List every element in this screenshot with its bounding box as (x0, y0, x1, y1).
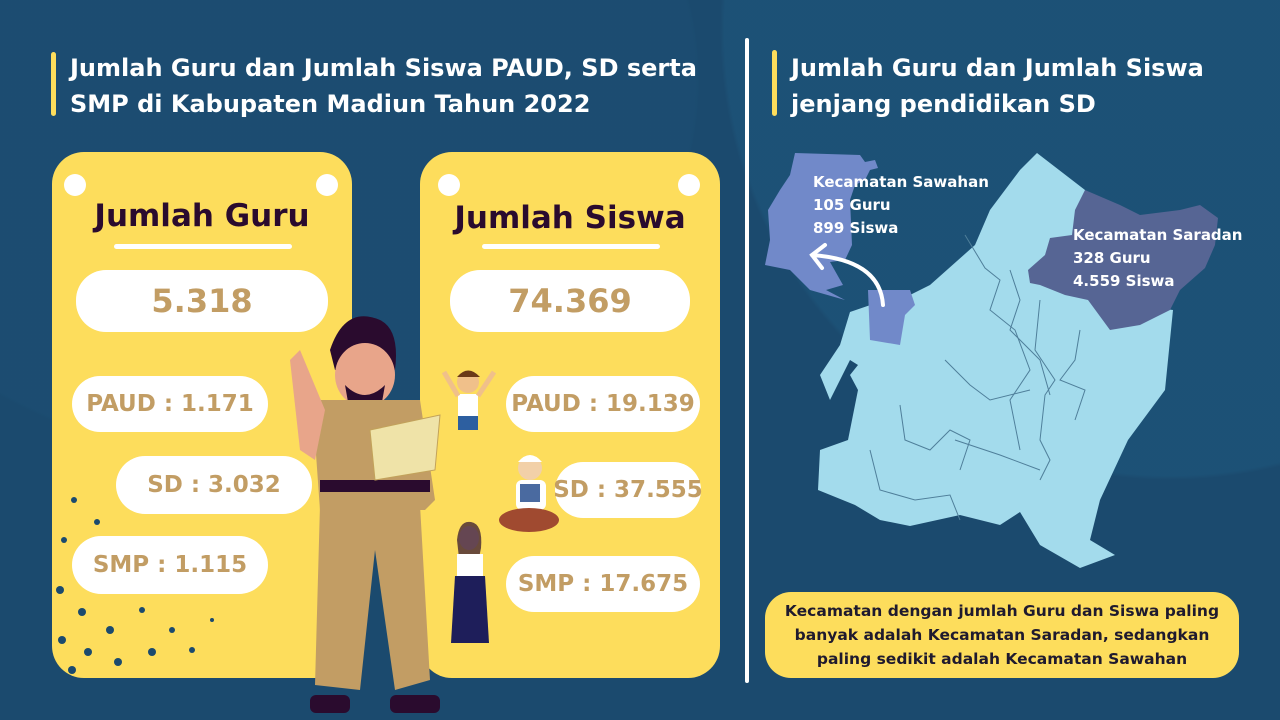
guru-paud: PAUD : 1.171 (72, 376, 268, 432)
card-hole (316, 174, 338, 196)
right-title: Jumlah Guru dan Jumlah Siswa jenjang pen… (791, 54, 1204, 118)
siswa-paud: PAUD : 19.139 (506, 376, 700, 432)
map-region-base (818, 153, 1173, 568)
student-smp-illustration (451, 521, 489, 643)
student-sd-illustration (499, 455, 559, 532)
map-region-sawahan (765, 153, 915, 345)
guru-card-title: Jumlah Guru (94, 198, 310, 234)
teacher-illustration (290, 316, 441, 713)
siswa-total: 74.369 (450, 270, 690, 332)
card-hole (678, 174, 700, 196)
card-hole (64, 174, 86, 196)
map-region-saradan (1028, 190, 1218, 330)
summary-note: Kecamatan dengan jumlah Guru dan Siswa p… (765, 592, 1239, 678)
section-divider (745, 38, 749, 683)
madiun-map (765, 153, 1218, 568)
title-accent-bar (772, 50, 777, 116)
siswa-card-title: Jumlah Siswa (454, 200, 686, 236)
guru-sd: SD : 3.032 (116, 456, 312, 514)
saradan-label: Kecamatan Saradan 328 Guru 4.559 Siswa (1073, 226, 1243, 290)
card-hole (438, 174, 460, 196)
title-underline (114, 244, 292, 249)
guru-total: 5.318 (76, 270, 328, 332)
decorative-dots (56, 497, 214, 674)
sawahan-label: Kecamatan Sawahan 105 Guru 899 Siswa (813, 173, 989, 237)
title-accent-bar (51, 52, 56, 116)
siswa-sd: SD : 37.555 (553, 462, 703, 518)
siswa-smp: SMP : 17.675 (506, 556, 700, 612)
left-title: Jumlah Guru dan Jumlah Siswa PAUD, SD se… (70, 54, 697, 118)
title-underline (482, 244, 660, 249)
arrow-icon (809, 243, 885, 307)
student-paud-illustration (441, 370, 497, 430)
guru-smp: SMP : 1.115 (72, 536, 268, 594)
